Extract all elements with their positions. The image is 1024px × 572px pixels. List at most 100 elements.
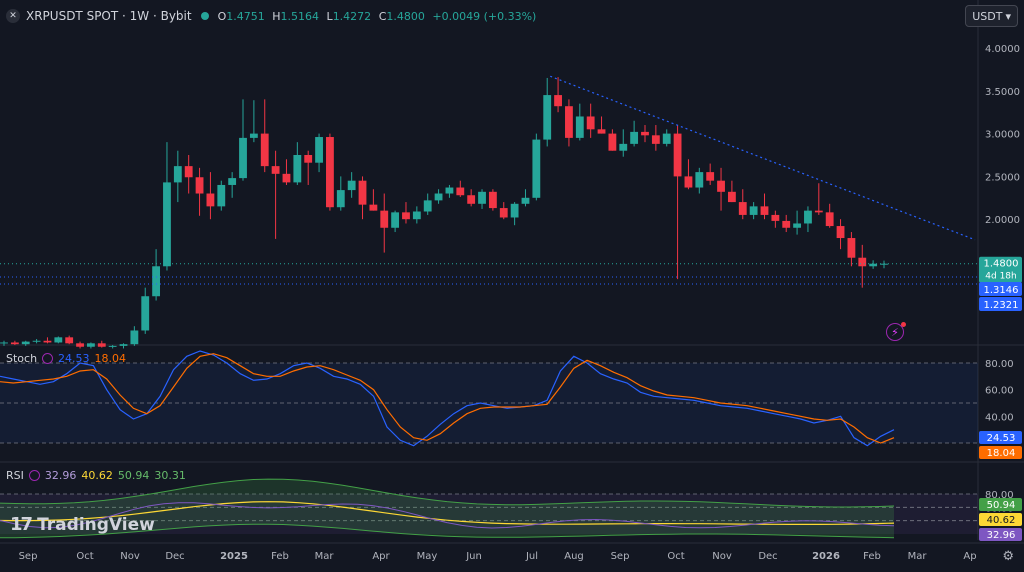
candle bbox=[304, 155, 313, 163]
candle bbox=[119, 344, 128, 346]
candle bbox=[738, 202, 747, 215]
rsi-value-1: 32.96 bbox=[44, 469, 77, 482]
level-value-2: 1.2321 bbox=[984, 300, 1019, 311]
time-axis-label: Jul bbox=[525, 551, 538, 562]
rsi-tag bbox=[979, 528, 1022, 541]
indicator-icon bbox=[42, 353, 54, 364]
candle bbox=[521, 197, 530, 204]
candle bbox=[510, 203, 519, 218]
candle bbox=[749, 206, 758, 215]
last-price-value: 1.4800 bbox=[984, 259, 1019, 270]
level-tag bbox=[979, 297, 1022, 311]
time-axis-label: May bbox=[417, 551, 438, 562]
candle bbox=[336, 190, 345, 208]
candle bbox=[43, 340, 52, 343]
price-axis-label: 3.0000 bbox=[985, 130, 1020, 141]
candle bbox=[858, 257, 867, 267]
candle bbox=[847, 238, 856, 258]
candle bbox=[315, 137, 323, 163]
candle bbox=[499, 208, 508, 218]
candle bbox=[641, 131, 649, 136]
candle bbox=[141, 296, 150, 331]
stoch-axis-label: 40.00 bbox=[985, 412, 1014, 423]
candle bbox=[65, 337, 74, 344]
trend-line bbox=[549, 75, 976, 241]
candle bbox=[380, 210, 389, 228]
time-axis-label: Oct bbox=[76, 551, 93, 562]
candle bbox=[651, 135, 660, 144]
candle bbox=[804, 210, 812, 224]
candle bbox=[478, 191, 486, 204]
rsi-value-2: 40.62 bbox=[81, 469, 113, 482]
candle bbox=[727, 191, 736, 203]
candle bbox=[326, 137, 334, 208]
candle bbox=[412, 211, 421, 220]
candle bbox=[195, 177, 204, 194]
candle bbox=[97, 343, 106, 347]
candle bbox=[87, 343, 95, 347]
symbol-title[interactable]: XRPUSDT SPOT · 1W · Bybit bbox=[26, 9, 192, 23]
candle bbox=[249, 133, 258, 138]
time-axis-label: Nov bbox=[712, 551, 732, 562]
price-change: +0.0049 (+0.33%) bbox=[432, 9, 537, 23]
time-axis-label: Apr bbox=[372, 551, 390, 562]
candle bbox=[108, 345, 117, 347]
candle bbox=[445, 187, 454, 194]
candle bbox=[543, 95, 552, 140]
time-axis-label: Feb bbox=[863, 551, 881, 562]
candle bbox=[239, 137, 247, 179]
stoch-axis-label: 80.00 bbox=[985, 359, 1014, 370]
candle bbox=[347, 180, 356, 191]
candle bbox=[0, 342, 8, 344]
level-value-1: 1.3146 bbox=[984, 285, 1019, 296]
time-axis-label: 2026 bbox=[812, 551, 840, 562]
candle bbox=[456, 187, 465, 196]
candle bbox=[488, 191, 497, 209]
gear-icon[interactable]: ⚙ bbox=[1002, 549, 1014, 564]
time-axis-label: Dec bbox=[165, 551, 184, 562]
time-axis-label: Mar bbox=[315, 551, 335, 562]
time-axis-label: Sep bbox=[611, 551, 630, 562]
candle bbox=[54, 337, 63, 343]
stoch-k-line bbox=[0, 350, 895, 447]
tradingview-logo[interactable]: 17 TradingView bbox=[10, 514, 155, 535]
price-axis-label: 4.0000 bbox=[985, 44, 1020, 55]
stoch-axis-label: 60.00 bbox=[985, 386, 1014, 397]
rsi-tag-value: 32.96 bbox=[987, 530, 1016, 541]
time-axis-label: Jun bbox=[465, 551, 482, 562]
candle bbox=[21, 341, 30, 345]
rsi-legend[interactable]: RSI 32.96 40.62 50.94 30.31 bbox=[6, 469, 186, 482]
chart-header: ✕ XRPUSDT SPOT · 1W · Bybit O1.4751 H1.5… bbox=[6, 6, 540, 26]
candle bbox=[260, 133, 269, 167]
stoch-k-tag bbox=[979, 431, 1022, 444]
flash-alert-icon[interactable]: ⚡ bbox=[886, 322, 906, 341]
rsi-upper-tag-value: 50.94 bbox=[987, 500, 1016, 511]
currency-select-button[interactable]: USDT ▾ bbox=[965, 5, 1018, 27]
last-price-tag bbox=[979, 256, 1022, 283]
candle bbox=[358, 180, 367, 205]
tradingview-mark-icon: 17 bbox=[10, 514, 33, 535]
rsi-label: RSI bbox=[6, 469, 24, 482]
candle bbox=[760, 206, 769, 215]
stoch-label: Stoch bbox=[6, 352, 38, 365]
chevron-down-icon: ▾ bbox=[1005, 9, 1011, 23]
candle bbox=[10, 342, 19, 345]
stoch-legend[interactable]: Stoch 24.53 18.04 bbox=[6, 352, 126, 365]
candle bbox=[228, 178, 237, 185]
stoch-d-line bbox=[0, 353, 895, 444]
candle bbox=[586, 116, 595, 130]
candle bbox=[673, 133, 682, 177]
candle bbox=[662, 133, 671, 144]
time-axis-label: Nov bbox=[120, 551, 140, 562]
candle bbox=[391, 212, 400, 228]
price-axis-label: 3.5000 bbox=[985, 87, 1020, 98]
candle bbox=[630, 131, 639, 144]
rsi-axis-label: 80.00 bbox=[985, 490, 1014, 501]
candle bbox=[575, 116, 584, 138]
level-tag bbox=[979, 282, 1022, 296]
candle bbox=[869, 263, 878, 267]
price-axis-label: 2.0000 bbox=[985, 215, 1020, 226]
candle bbox=[684, 176, 693, 188]
